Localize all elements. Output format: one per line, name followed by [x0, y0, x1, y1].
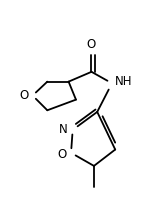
Text: O: O	[87, 38, 96, 51]
Text: N: N	[59, 123, 68, 136]
Text: O: O	[19, 89, 28, 102]
Text: O: O	[57, 148, 67, 161]
Text: NH: NH	[115, 75, 132, 88]
